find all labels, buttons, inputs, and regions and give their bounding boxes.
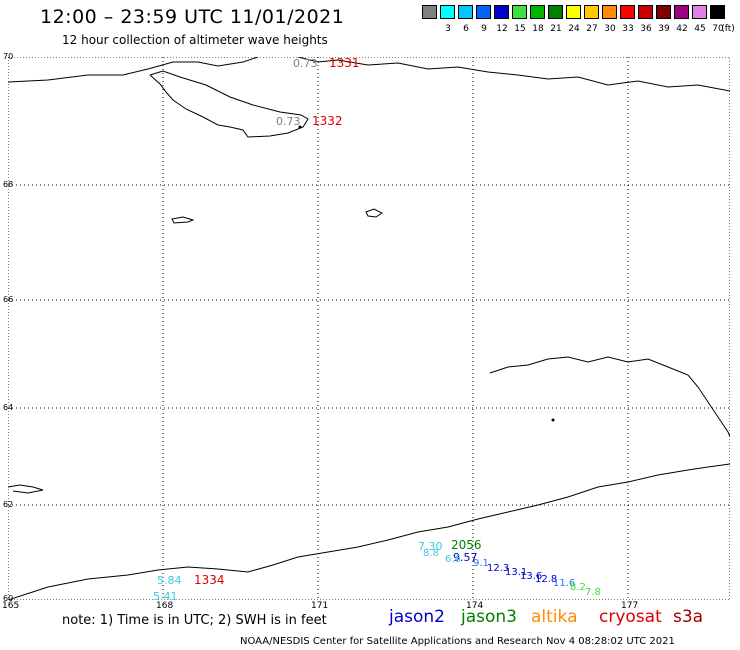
latitude-label: 64: [3, 403, 14, 412]
observation-label: 5.41: [153, 590, 178, 603]
track-glyph: 13.6: [520, 571, 542, 582]
track-glyph: 11.6: [553, 578, 575, 589]
latitude-label: 60: [3, 594, 14, 603]
track-glyph: 13.1: [505, 567, 527, 578]
track-glyph: 6.6: [445, 554, 461, 565]
color-scale-label: 33: [622, 24, 634, 34]
track-glyph: 7.8: [585, 587, 601, 598]
longitude-label: 165: [2, 601, 20, 611]
map-panel: [8, 57, 730, 600]
observation-label: 1332: [312, 114, 343, 128]
color-swatch: [458, 5, 473, 19]
color-swatch: [602, 5, 617, 19]
color-scale-label: 6: [463, 24, 469, 34]
color-swatch: [638, 5, 653, 19]
color-scale-label: 18: [532, 24, 544, 34]
track-glyph: 12.3: [487, 563, 509, 574]
color-scale-label: 9: [481, 24, 487, 34]
color-scale-label: 70: [712, 24, 724, 34]
color-scale-label: 30: [604, 24, 616, 34]
color-scale-label: 42: [676, 24, 688, 34]
track-label-cluster: 8.8 6.6 9.1 12.3 13.1 13.6 12.8 11.6 8.2…: [423, 548, 601, 598]
color-swatch: [548, 5, 563, 19]
latitude-label: 62: [3, 500, 14, 509]
observation-label: 9.57: [453, 551, 478, 564]
satellite-legend-s3a: s3a: [673, 607, 704, 627]
color-scale-label: 36: [640, 24, 652, 34]
color-swatch: [710, 5, 725, 19]
color-swatch: [512, 5, 527, 19]
longitude-label: 174: [466, 601, 484, 611]
credit-footer: NOAA/NESDIS Center for Satellite Applica…: [240, 636, 675, 647]
longitude-label: 168: [156, 601, 174, 611]
color-scale-unit: (ft): [721, 24, 735, 34]
color-swatch: [530, 5, 545, 19]
coastline: [8, 57, 730, 600]
track-glyph: 8.8: [423, 548, 439, 559]
color-scale-label: 24: [568, 24, 580, 34]
color-scale-label: 12: [496, 24, 508, 34]
map-subtitle: 12 hour collection of altimeter wave hei…: [62, 33, 328, 47]
color-scale-label: 45: [694, 24, 706, 34]
track-glyph: 9.1: [473, 558, 489, 569]
color-swatch: [422, 5, 437, 19]
longitude-label: 177: [621, 601, 639, 611]
observation-label: 1331: [329, 56, 360, 70]
color-scale-label: 39: [658, 24, 670, 34]
observation-label: 2056: [451, 538, 482, 552]
color-scale-label: 15: [514, 24, 526, 34]
color-swatch: [440, 5, 455, 19]
color-swatch: [674, 5, 689, 19]
latitude-label: 68: [3, 180, 14, 189]
color-scale-label: 3: [445, 24, 451, 34]
satellite-legend-jason2: jason2: [389, 607, 445, 627]
observation-label: 0.73: [276, 115, 301, 128]
observation-label: 1334: [194, 573, 225, 587]
color-swatch: [494, 5, 509, 19]
observation-label: 0.73: [293, 57, 318, 70]
color-swatch: [584, 5, 599, 19]
color-swatch: [656, 5, 671, 19]
map-title: 12:00 – 23:59 UTC 11/01/2021: [40, 6, 345, 28]
satellite-legend-cryosat: cryosat: [599, 607, 662, 627]
color-scale-label: 21: [550, 24, 562, 34]
footnote-text: note: 1) Time is in UTC; 2) SWH is in fe…: [62, 613, 327, 628]
track-glyph: 8.2: [570, 582, 586, 593]
color-swatch: [476, 5, 491, 19]
latitude-label: 70: [3, 52, 14, 61]
observation-label: 5.84: [157, 574, 182, 587]
color-swatch: [566, 5, 581, 19]
satellite-legend-jason3: jason3: [461, 607, 517, 627]
graticule: [8, 57, 730, 600]
observation-label: 7.30: [418, 540, 443, 553]
longitude-label: 171: [311, 601, 329, 611]
latitude-label: 66: [3, 295, 14, 304]
track-glyph: 12.8: [535, 574, 557, 585]
color-swatch: [620, 5, 635, 19]
satellite-legend-altika: altika: [531, 607, 578, 627]
color-scale-label: 27: [586, 24, 598, 34]
color-swatch: [692, 5, 707, 19]
